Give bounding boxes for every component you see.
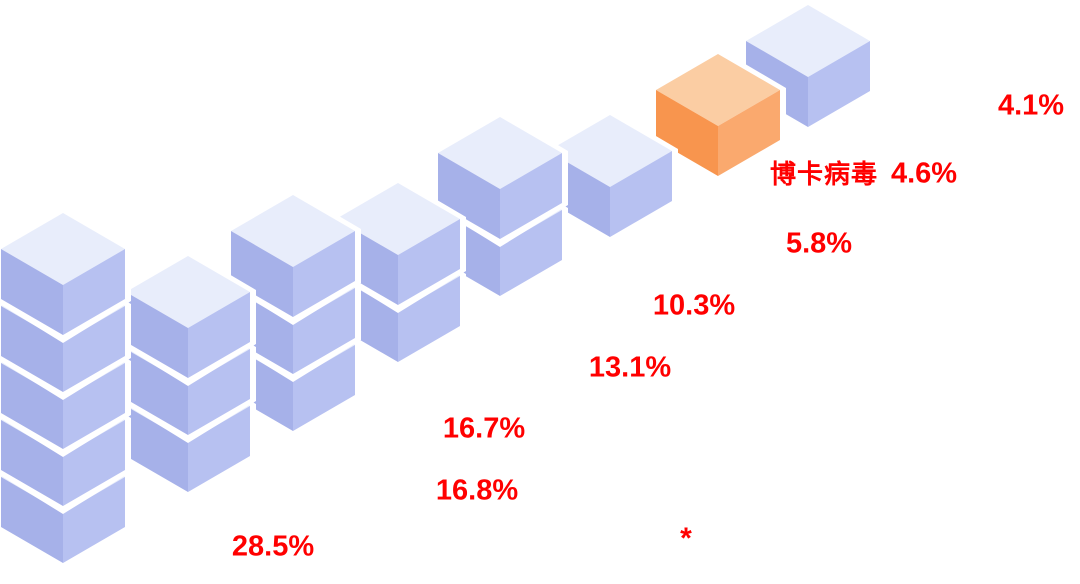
bar-value-label: 5.8% (785, 227, 853, 260)
bar-value-label: 4.1% (997, 89, 1065, 122)
bar-value-label: 16.8% (435, 474, 519, 507)
bar-name-label: 博卡病毒 (770, 159, 879, 189)
footnote-asterisk: * (680, 522, 692, 555)
cube-stack-7-highlighted (650, 48, 786, 184)
bar-value-label: 13.1% (588, 351, 672, 384)
bar-value-label: 4.6% (890, 157, 958, 190)
bar-value-label: 28.5% (231, 530, 315, 563)
cube-stack-2 (120, 250, 256, 500)
cube-stack-1 (0, 207, 131, 571)
cube-stack-3 (225, 189, 361, 439)
bar-value-label: 16.7% (442, 412, 526, 445)
cube-stack-5 (432, 111, 568, 304)
bar-value-label: 10.3% (652, 289, 736, 322)
cube-stack-6 (542, 109, 678, 245)
